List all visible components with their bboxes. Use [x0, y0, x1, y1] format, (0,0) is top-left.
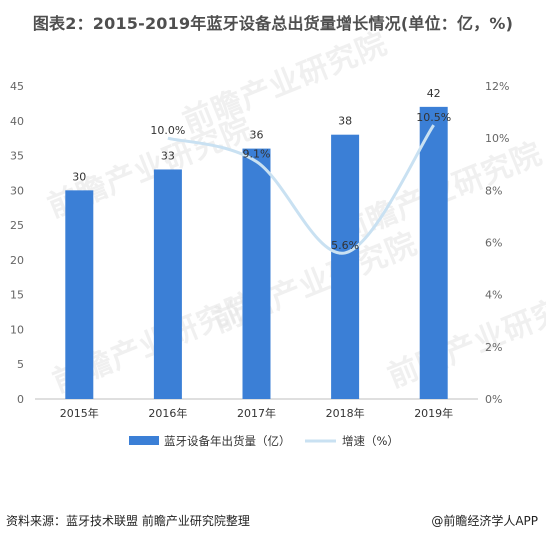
- y-right-tick-label: 0%: [485, 393, 502, 406]
- y-right-tick-label: 8%: [485, 184, 502, 197]
- bar-value-label: 33: [161, 149, 175, 162]
- y-left-tick-label: 25: [10, 219, 24, 232]
- bar-value-label: 42: [427, 87, 441, 100]
- bar-2015年: [65, 190, 94, 399]
- growth-value-label: 10.5%: [416, 111, 451, 124]
- bar-value-label: 30: [72, 170, 86, 183]
- x-tick-label: 2019年: [414, 406, 453, 420]
- bar-value-label: 38: [338, 115, 352, 128]
- y-right-tick-label: 2%: [485, 341, 502, 354]
- y-left-tick-label: 45: [10, 80, 24, 93]
- legend-line-label: 增速（%）: [342, 434, 399, 448]
- brand-credit: @前瞻经济学人APP: [431, 514, 538, 528]
- y-left-tick-label: 30: [10, 184, 24, 197]
- legend-bar-label: 蓝牙设备年出货量（亿）: [164, 434, 291, 448]
- x-tick-label: 2017年: [237, 406, 276, 420]
- chart-title: 图表2：2015-2019年蓝牙设备总出货量增长情况(单位：亿，%): [32, 14, 514, 33]
- x-tick-label: 2018年: [326, 406, 365, 420]
- y-right-tick-label: 4%: [485, 289, 502, 302]
- y-right-tick-label: 10%: [485, 132, 509, 145]
- y-left-tick-label: 0: [17, 393, 24, 406]
- bar-value-label: 36: [250, 129, 264, 142]
- y-right-tick-label: 12%: [485, 80, 509, 93]
- y-left-tick-label: 10: [10, 323, 24, 336]
- bar-2016年: [153, 169, 182, 399]
- growth-value-label: 10.0%: [150, 124, 185, 137]
- x-tick-label: 2015年: [60, 406, 99, 420]
- growth-value-label: 9.1%: [243, 148, 271, 161]
- y-left-tick-label: 15: [10, 289, 24, 302]
- bar-2018年: [331, 134, 360, 399]
- growth-value-label: 5.6%: [331, 239, 359, 252]
- y-left-tick-label: 20: [10, 254, 24, 267]
- bar-2019年: [419, 106, 448, 399]
- y-left-tick-label: 35: [10, 150, 24, 163]
- x-tick-label: 2016年: [148, 406, 187, 420]
- growth-rate-line: [167, 124, 435, 255]
- source-note: 资料来源：蓝牙技术联盟 前瞻产业研究院整理: [6, 514, 250, 528]
- y-right-tick-label: 6%: [485, 237, 502, 250]
- y-left-tick-label: 40: [10, 115, 24, 128]
- y-left-tick-label: 5: [17, 358, 24, 371]
- legend-bar-swatch: [129, 436, 159, 445]
- bar-2017年: [242, 148, 271, 399]
- chart-svg: 0 5 10 15 20 25 30 35 40 45 0% 2% 4% 6% 8% 10% 12% 30 33 36…: [10, 80, 509, 448]
